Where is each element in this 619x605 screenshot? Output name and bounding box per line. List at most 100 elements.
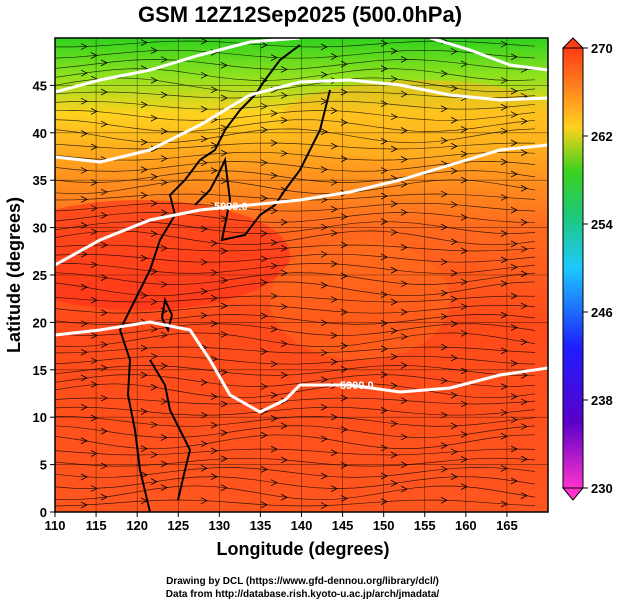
flow-arrow <box>330 107 338 115</box>
credit-drawing: Drawing by DCL (https://www.gfd-dennou.o… <box>166 576 439 587</box>
flow-arrow <box>140 344 148 352</box>
streamline <box>55 119 536 132</box>
flow-arrow <box>270 262 278 270</box>
flow-arrow <box>440 442 448 449</box>
flow-arrow <box>520 455 528 463</box>
streamline <box>55 416 536 427</box>
flow-arrow <box>200 464 208 472</box>
flow-arrow <box>270 239 278 246</box>
flow-arrow <box>400 155 408 163</box>
y-tick-label: 30 <box>33 221 47 236</box>
flow-arrow <box>460 60 468 68</box>
flow-arrow <box>80 403 88 411</box>
flow-arrow <box>100 427 108 435</box>
flow-arrow <box>200 159 208 167</box>
credit-data: Data from http://database.rish.kyoto-u.a… <box>165 589 440 600</box>
flow-arrow <box>340 462 348 469</box>
flow-arrow <box>460 456 468 463</box>
flow-arrow <box>520 492 528 499</box>
flow-arrow <box>80 283 88 291</box>
flow-arrow <box>320 403 328 411</box>
streamline <box>55 77 536 93</box>
flow-arrow <box>390 420 398 428</box>
flow-arrow <box>390 75 398 83</box>
flow-arrow <box>150 114 158 122</box>
streamline <box>55 110 536 121</box>
flow-arrow <box>100 274 108 281</box>
flow-arrow <box>260 126 268 134</box>
flow-arrow <box>340 495 348 502</box>
flow-arrow <box>510 360 518 367</box>
flow-arrow <box>90 52 98 59</box>
flow-arrow <box>520 302 528 310</box>
flow-arrow <box>90 450 98 457</box>
flow-arrow <box>390 479 398 487</box>
y-tick-label: 5 <box>40 458 47 473</box>
flow-arrow <box>450 48 458 55</box>
flow-arrow <box>220 484 228 492</box>
flow-arrow <box>520 245 528 253</box>
flow-arrow <box>100 241 108 249</box>
colorbar-label: 246 <box>591 305 613 320</box>
flow-arrow <box>520 372 528 379</box>
flow-arrow <box>520 117 528 125</box>
flow-arrow <box>380 498 388 505</box>
flow-arrow <box>200 258 208 266</box>
flow-arrow <box>280 92 288 99</box>
x-tick-label: 120 <box>126 518 148 533</box>
contour-north-3 <box>429 38 548 72</box>
flow-arrow <box>90 204 98 212</box>
colorbar-label: 262 <box>591 129 613 144</box>
flow-arrow <box>200 288 208 295</box>
flow-arrow <box>210 167 218 174</box>
streamline <box>55 425 536 438</box>
streamline <box>55 448 536 456</box>
y-tick-label: 35 <box>33 173 47 188</box>
flow-arrow <box>80 320 88 328</box>
flow-arrow <box>260 501 268 509</box>
flow-arrow <box>150 173 158 181</box>
flow-arrow <box>440 496 448 504</box>
contour-north-1 <box>55 78 548 164</box>
flow-arrow <box>140 471 148 479</box>
flow-arrow <box>80 473 88 481</box>
flow-arrow <box>450 448 458 456</box>
flow-arrow <box>90 228 98 236</box>
flow-arrow <box>320 472 328 480</box>
contour-5900-south <box>55 320 548 414</box>
flow-arrow <box>260 348 268 355</box>
flow-arrow <box>390 353 398 361</box>
flow-arrow <box>90 108 98 115</box>
flow-arrow <box>320 250 328 258</box>
flow-arrow <box>160 434 168 441</box>
flow-arrow <box>150 76 158 84</box>
coastline-east-asia <box>118 44 301 512</box>
streamlines <box>55 38 536 509</box>
flow-arrow <box>160 398 168 405</box>
flow-arrow <box>90 143 98 151</box>
y-tick-label: 25 <box>33 268 47 283</box>
flow-arrow <box>140 39 148 46</box>
flow-arrow <box>330 332 338 339</box>
flow-arrow <box>160 460 168 468</box>
flow-arrow <box>450 473 458 481</box>
flow-arrow <box>320 223 328 231</box>
y-tick-label: 45 <box>33 78 47 93</box>
flow-arrow <box>320 349 328 357</box>
flow-arrow <box>440 223 448 231</box>
flow-arrow <box>380 192 388 200</box>
streamline <box>55 170 536 183</box>
x-tick-label: 130 <box>208 518 230 533</box>
streamline <box>55 100 536 110</box>
flow-arrow <box>450 391 458 399</box>
flow-arrow <box>450 295 458 303</box>
flow-arrow <box>320 376 328 384</box>
flow-arrow <box>150 200 158 207</box>
flow-arrow <box>380 253 388 261</box>
flow-arrow <box>340 60 348 68</box>
flow-arrow <box>210 239 218 247</box>
x-tick-label: 125 <box>167 518 189 533</box>
flow-arrow <box>280 371 288 379</box>
flow-arrow <box>400 308 408 316</box>
flow-arrow <box>100 309 108 317</box>
